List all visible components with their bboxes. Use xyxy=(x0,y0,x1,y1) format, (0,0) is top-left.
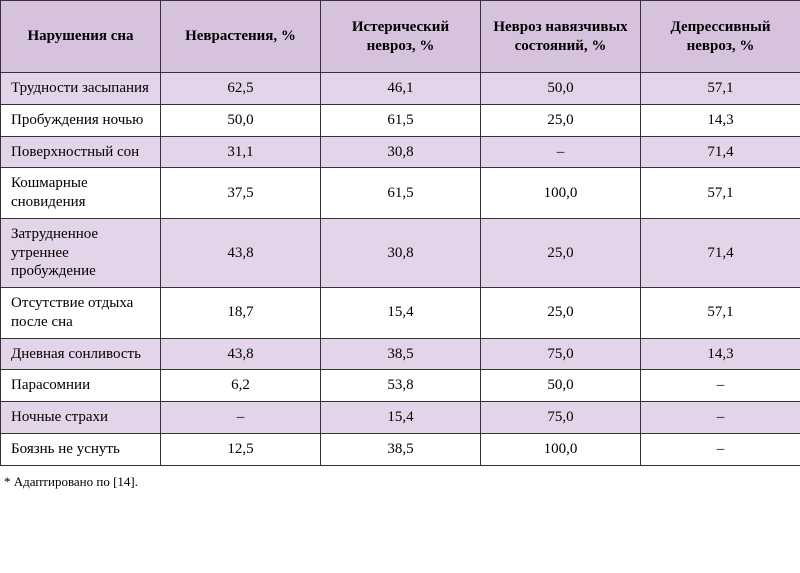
row-label: Дневная сонливость xyxy=(1,338,161,370)
row-label: Ночные страхи xyxy=(1,402,161,434)
cell-value: 100,0 xyxy=(481,433,641,465)
column-header: Депрессивный невроз, % xyxy=(641,1,800,73)
cell-value: 37,5 xyxy=(161,168,321,219)
cell-value: 53,8 xyxy=(321,370,481,402)
cell-value: 14,3 xyxy=(641,338,800,370)
table-row: Ночные страхи–15,475,0– xyxy=(1,402,800,434)
cell-value: 25,0 xyxy=(481,288,641,339)
footnote: * Адаптировано по [14]. xyxy=(0,466,800,494)
cell-value: 6,2 xyxy=(161,370,321,402)
table-row: Поверхностный сон31,130,8–71,4 xyxy=(1,136,800,168)
row-label: Трудности засыпания xyxy=(1,73,161,105)
table-body: Трудности засыпания62,546,150,057,1Пробу… xyxy=(1,73,800,466)
column-header: Нарушения сна xyxy=(1,1,161,73)
cell-value: 61,5 xyxy=(321,104,481,136)
column-header: Неврастения, % xyxy=(161,1,321,73)
cell-value: – xyxy=(161,402,321,434)
row-label: Отсутствие отдыха после сна xyxy=(1,288,161,339)
cell-value: 43,8 xyxy=(161,338,321,370)
cell-value: 50,0 xyxy=(161,104,321,136)
cell-value: 15,4 xyxy=(321,402,481,434)
cell-value: 25,0 xyxy=(481,104,641,136)
cell-value: 31,1 xyxy=(161,136,321,168)
cell-value: 57,1 xyxy=(641,73,800,105)
row-label: Поверхностный сон xyxy=(1,136,161,168)
cell-value: 46,1 xyxy=(321,73,481,105)
cell-value: 43,8 xyxy=(161,218,321,287)
table-row: Боязнь не уснуть12,538,5100,0– xyxy=(1,433,800,465)
cell-value: 18,7 xyxy=(161,288,321,339)
cell-value: 57,1 xyxy=(641,288,800,339)
cell-value: 25,0 xyxy=(481,218,641,287)
cell-value: 75,0 xyxy=(481,402,641,434)
row-label: Затрудненное утреннее пробуждение xyxy=(1,218,161,287)
cell-value: – xyxy=(641,402,800,434)
cell-value: 30,8 xyxy=(321,136,481,168)
cell-value: – xyxy=(481,136,641,168)
row-label: Парасомнии xyxy=(1,370,161,402)
cell-value: 100,0 xyxy=(481,168,641,219)
cell-value: 62,5 xyxy=(161,73,321,105)
table-row: Отсутствие отдыха после сна18,715,425,05… xyxy=(1,288,800,339)
cell-value: 71,4 xyxy=(641,218,800,287)
cell-value: – xyxy=(641,433,800,465)
row-label: Кошмарные сновидения xyxy=(1,168,161,219)
table-row: Кошмарные сновидения37,561,5100,057,1 xyxy=(1,168,800,219)
cell-value: 38,5 xyxy=(321,433,481,465)
cell-value: 14,3 xyxy=(641,104,800,136)
cell-value: 50,0 xyxy=(481,73,641,105)
column-header: Невроз навязчивых состояний, % xyxy=(481,1,641,73)
cell-value: 75,0 xyxy=(481,338,641,370)
table-row: Пробуждения ночью50,061,525,014,3 xyxy=(1,104,800,136)
cell-value: 57,1 xyxy=(641,168,800,219)
sleep-disorders-table: Нарушения снаНеврастения, %Истерический … xyxy=(0,0,800,466)
table-row: Дневная сонливость43,838,575,014,3 xyxy=(1,338,800,370)
cell-value: 15,4 xyxy=(321,288,481,339)
table-header: Нарушения снаНеврастения, %Истерический … xyxy=(1,1,800,73)
cell-value: 50,0 xyxy=(481,370,641,402)
cell-value: 38,5 xyxy=(321,338,481,370)
row-label: Боязнь не уснуть xyxy=(1,433,161,465)
row-label: Пробуждения ночью xyxy=(1,104,161,136)
table-row: Парасомнии6,253,850,0– xyxy=(1,370,800,402)
cell-value: – xyxy=(641,370,800,402)
column-header: Истерический невроз, % xyxy=(321,1,481,73)
cell-value: 61,5 xyxy=(321,168,481,219)
cell-value: 12,5 xyxy=(161,433,321,465)
table-row: Трудности засыпания62,546,150,057,1 xyxy=(1,73,800,105)
cell-value: 30,8 xyxy=(321,218,481,287)
cell-value: 71,4 xyxy=(641,136,800,168)
table-row: Затрудненное утреннее пробуждение43,830,… xyxy=(1,218,800,287)
